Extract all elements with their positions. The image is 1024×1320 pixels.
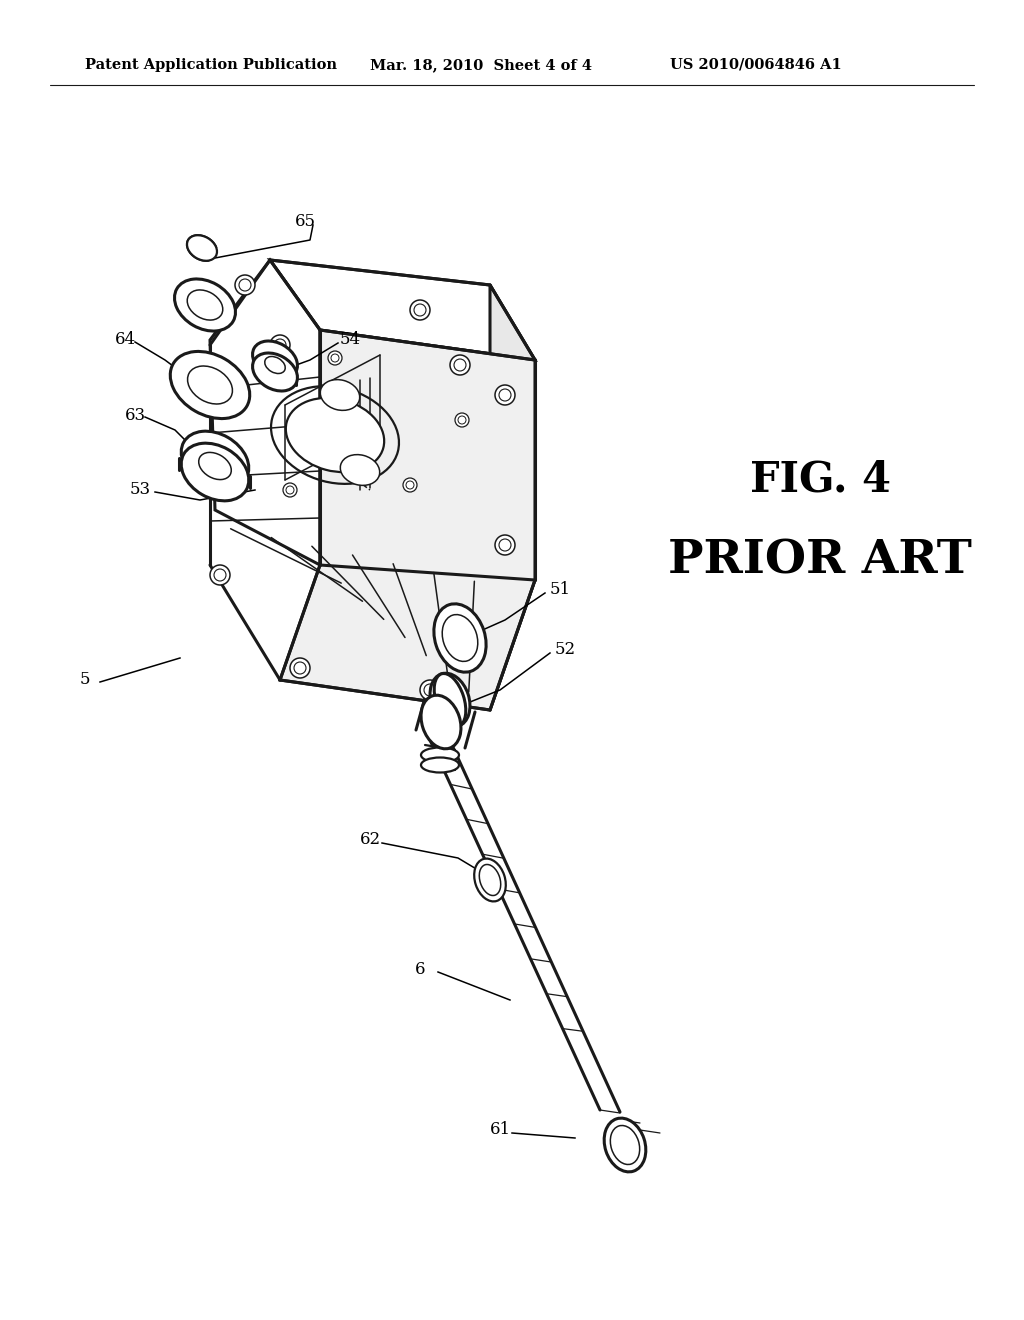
- Circle shape: [290, 657, 310, 678]
- Circle shape: [210, 370, 230, 389]
- Circle shape: [495, 385, 515, 405]
- Ellipse shape: [421, 747, 459, 763]
- Text: PRIOR ART: PRIOR ART: [668, 537, 972, 583]
- Circle shape: [270, 335, 290, 355]
- Ellipse shape: [430, 673, 470, 727]
- Ellipse shape: [432, 717, 447, 743]
- Text: FIG. 4: FIG. 4: [750, 459, 891, 502]
- Circle shape: [274, 339, 286, 351]
- Ellipse shape: [253, 352, 297, 391]
- Circle shape: [458, 416, 466, 424]
- Circle shape: [424, 684, 436, 696]
- Text: 53: 53: [130, 482, 152, 499]
- Text: 54: 54: [340, 331, 361, 348]
- Circle shape: [420, 680, 440, 700]
- Text: 64: 64: [115, 331, 136, 348]
- Circle shape: [239, 279, 251, 290]
- Ellipse shape: [321, 380, 359, 411]
- Circle shape: [450, 355, 470, 375]
- Circle shape: [214, 569, 226, 581]
- Ellipse shape: [434, 673, 466, 726]
- Circle shape: [454, 359, 466, 371]
- Ellipse shape: [174, 279, 236, 331]
- Polygon shape: [210, 260, 319, 565]
- Circle shape: [331, 354, 339, 362]
- Circle shape: [283, 483, 297, 498]
- Ellipse shape: [428, 711, 452, 748]
- Ellipse shape: [610, 1126, 640, 1164]
- Ellipse shape: [434, 603, 486, 672]
- Circle shape: [403, 478, 417, 492]
- Ellipse shape: [170, 351, 250, 418]
- Ellipse shape: [187, 290, 223, 319]
- Text: 51: 51: [550, 582, 571, 598]
- Ellipse shape: [187, 366, 232, 404]
- Polygon shape: [280, 330, 535, 710]
- Circle shape: [234, 275, 255, 294]
- Ellipse shape: [199, 453, 231, 479]
- Ellipse shape: [421, 696, 461, 748]
- Circle shape: [286, 486, 294, 494]
- Circle shape: [406, 480, 414, 488]
- Polygon shape: [270, 260, 535, 360]
- Circle shape: [499, 389, 511, 401]
- Polygon shape: [490, 285, 535, 710]
- Ellipse shape: [340, 454, 380, 486]
- Ellipse shape: [442, 615, 478, 661]
- Text: 61: 61: [490, 1122, 511, 1138]
- Text: US 2010/0064846 A1: US 2010/0064846 A1: [670, 58, 842, 73]
- Text: 65: 65: [295, 214, 316, 231]
- Text: Mar. 18, 2010  Sheet 4 of 4: Mar. 18, 2010 Sheet 4 of 4: [370, 58, 592, 73]
- Ellipse shape: [421, 758, 459, 772]
- Text: 5: 5: [80, 672, 90, 689]
- Ellipse shape: [479, 865, 501, 895]
- Ellipse shape: [181, 444, 249, 500]
- Circle shape: [455, 413, 469, 426]
- Ellipse shape: [253, 341, 297, 379]
- Circle shape: [410, 300, 430, 319]
- Circle shape: [328, 351, 342, 366]
- Ellipse shape: [187, 235, 217, 261]
- Circle shape: [214, 374, 226, 385]
- Text: Patent Application Publication: Patent Application Publication: [85, 58, 337, 73]
- Circle shape: [414, 304, 426, 315]
- Text: 62: 62: [360, 832, 381, 849]
- Circle shape: [210, 565, 230, 585]
- Text: 63: 63: [125, 407, 146, 424]
- Ellipse shape: [286, 397, 384, 473]
- Ellipse shape: [265, 356, 286, 374]
- Text: 6: 6: [415, 961, 426, 978]
- Ellipse shape: [604, 1118, 646, 1172]
- Ellipse shape: [474, 858, 506, 902]
- Text: 52: 52: [555, 642, 577, 659]
- Circle shape: [495, 535, 515, 554]
- Circle shape: [499, 539, 511, 550]
- Ellipse shape: [181, 432, 249, 488]
- Circle shape: [294, 663, 306, 675]
